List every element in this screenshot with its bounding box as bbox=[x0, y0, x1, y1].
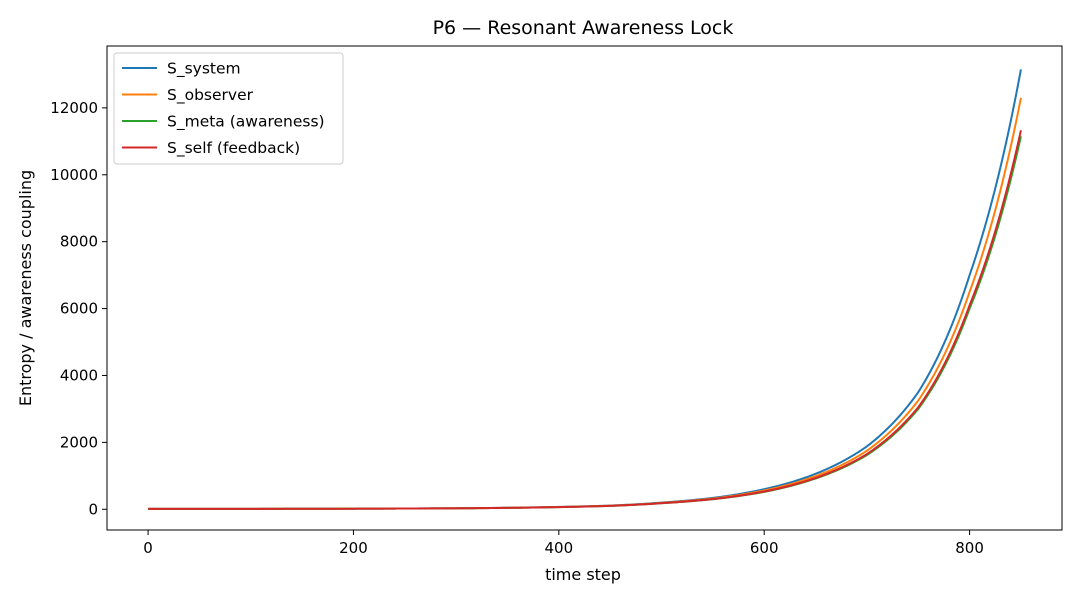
x-tick-label: 600 bbox=[750, 539, 779, 557]
legend: S_system S_observer S_meta (awareness) S_se… bbox=[113, 52, 344, 165]
x-tick-label: 200 bbox=[339, 539, 368, 557]
y-tick-label: 8000 bbox=[60, 233, 98, 251]
legend-label-1: S_system bbox=[167, 60, 241, 79]
legend-box bbox=[113, 52, 344, 165]
legend-label-3: S_meta (awareness) bbox=[167, 113, 325, 132]
legend-label-4: S_self (feedback) bbox=[167, 139, 300, 158]
y-tick-label: 0 bbox=[88, 500, 98, 518]
x-axis-label: time step bbox=[545, 565, 621, 584]
legend-label-2: S_observer bbox=[167, 86, 254, 105]
y-axis-label: Entropy / awareness coupling bbox=[16, 170, 35, 406]
plot-frame bbox=[106, 45, 1063, 531]
x-tick-label: 400 bbox=[545, 539, 574, 557]
x-tick-label: 800 bbox=[955, 539, 984, 557]
series-line-3 bbox=[148, 136, 1022, 510]
y-tick-label: 4000 bbox=[60, 366, 98, 384]
series-line-4 bbox=[148, 130, 1022, 510]
y-tick-label: 6000 bbox=[60, 300, 98, 318]
y-tick-label: 2000 bbox=[60, 433, 98, 451]
y-tick-label: 12000 bbox=[50, 99, 98, 117]
y-tick-label: 10000 bbox=[50, 166, 98, 184]
x-tick-label: 0 bbox=[143, 539, 153, 557]
chart-title: P6 — Resonant Awareness Lock bbox=[433, 17, 734, 39]
